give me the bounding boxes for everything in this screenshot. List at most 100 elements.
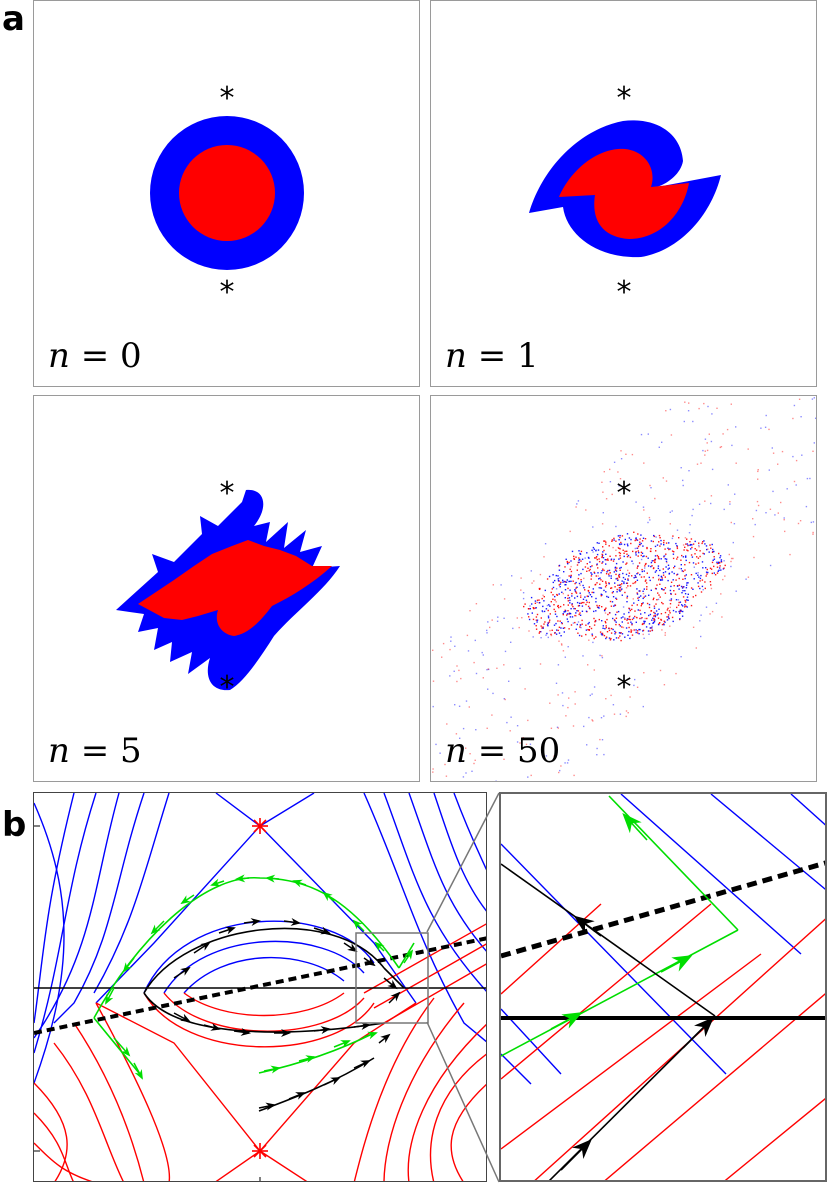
iteration-label: n = 1 (445, 336, 539, 376)
green-trajectory-arrow (105, 987, 115, 1005)
region-plot-n0 (150, 116, 304, 270)
map-panel-n1: * * n = 1 (430, 0, 817, 387)
region-plot-n1 (529, 120, 721, 258)
fixed-point-bottom (252, 1143, 268, 1159)
stable-manifold-curve (34, 793, 120, 1039)
inner-region (559, 148, 689, 239)
region-plot-n50 (432, 397, 816, 781)
black-trajectory-arrow (388, 991, 401, 1004)
black-trajectory (143, 927, 385, 994)
unstable-manifold-curve (383, 963, 486, 1024)
green-trajectory-arrow (292, 879, 307, 888)
fixed-point-top (252, 818, 268, 834)
green-trajectory-arrow (265, 874, 280, 883)
fixed-point-bottom-marker: * (616, 670, 632, 705)
stable-manifold-curve (93, 793, 170, 994)
green-trajectory-arrow (403, 949, 414, 964)
iteration-label: n = 50 (445, 731, 561, 771)
unstable-manifold-curve (363, 923, 486, 994)
black-trajectory-arrow (203, 1023, 221, 1031)
iteration-label: n = 5 (48, 731, 142, 771)
iteration-label: n = 0 (48, 336, 142, 376)
panel-b-label: b (2, 805, 27, 845)
map-panel-n50: * * n = 50 (430, 395, 817, 782)
zoom-box (355, 932, 429, 1024)
stable-manifold-curve (453, 793, 486, 871)
black-trajectory (383, 967, 405, 989)
unstable-manifold-curve (34, 1082, 68, 1181)
black-trajectory-arrow (573, 915, 602, 937)
black-trajectory-arrow (173, 966, 191, 979)
green-trajectory-arrow (550, 1012, 583, 1030)
stable-manifold-curve (363, 793, 486, 1043)
green-trajectory-segment (501, 929, 739, 1057)
phase-portrait-panel (33, 792, 487, 1182)
inner-region (138, 540, 332, 636)
unstable-manifold-curve (259, 1150, 308, 1181)
green-trajectory-arrow (363, 1031, 378, 1040)
green-trajectory-arrow (622, 813, 648, 841)
green-trajectory-arrow (374, 941, 385, 952)
unstable-manifold-curve (53, 1042, 124, 1181)
unstable-manifold-curve (143, 992, 375, 1048)
green-trajectory-arrow (322, 891, 335, 902)
unstable-manifold-curve (383, 1002, 465, 1181)
stable-manifold-curve (259, 825, 417, 1004)
fixed-point-top-marker: * (616, 81, 632, 116)
black-trajectory-arrow (383, 977, 398, 990)
green-trajectory-arrow (263, 1065, 281, 1074)
unstable-manifold-curve (73, 1022, 145, 1181)
black-trajectory-arrow (313, 926, 331, 935)
fixed-point-top-marker: * (219, 81, 235, 116)
stable-manifold-curve (34, 793, 75, 1024)
green-trajectory-arrow (298, 1055, 316, 1063)
green-trajectory-arrow (133, 1062, 143, 1080)
inner-region (179, 145, 275, 241)
green-trajectory (93, 1017, 140, 1074)
unstable-manifold-curve (34, 1112, 74, 1181)
green-trajectory-arrow (210, 878, 225, 887)
region-plot-n5 (116, 489, 340, 691)
green-trajectory-arrow (235, 874, 250, 883)
map-panel-n0: * * n = 0 (33, 0, 420, 387)
black-trajectory-arrow (323, 1077, 341, 1086)
green-trajectory-arrow (333, 1040, 351, 1048)
black-trajectory-arrow (560, 1139, 592, 1171)
green-trajectory-arrow (660, 955, 693, 973)
black-trajectory-arrow (233, 1027, 251, 1036)
black-trajectory-arrow (363, 957, 376, 967)
green-trajectory-segment (608, 795, 739, 931)
stable-manifold-curve (433, 793, 486, 912)
panel-a-label: a (2, 0, 25, 39)
black-trajectory-arrow (243, 918, 261, 927)
fixed-point-top-marker: * (219, 476, 235, 511)
black-trajectory-arrow (218, 926, 236, 935)
green-trajectory (93, 877, 400, 1019)
unstable-manifold-curve (95, 1002, 261, 1152)
unstable-manifold-curve (183, 992, 345, 1017)
scatter-points (432, 397, 816, 781)
green-trajectory-arrow (150, 920, 165, 935)
unstable-manifold-curve (95, 1002, 171, 1181)
stable-manifold-curve (383, 793, 486, 992)
phase-portrait-plot (34, 793, 486, 1181)
black-trajectory-arrow (313, 1026, 331, 1035)
unstable-manifold-curve (407, 1023, 486, 1181)
green-trajectory-arrow (113, 1037, 131, 1057)
black-trajectory-arrow (173, 1012, 191, 1022)
green-trajectory-arrow (122, 957, 135, 973)
map-panel-n5: * * n = 5 (33, 395, 420, 782)
black-trajectory-arrow (378, 1033, 391, 1044)
fixed-point-bottom-marker: * (616, 275, 632, 310)
fixed-point-bottom-marker: * (219, 670, 235, 705)
black-trajectory-segment (501, 863, 716, 1017)
black-trajectory-arrow (343, 942, 358, 953)
dashed-separatrix-line (501, 860, 825, 959)
stable-manifold-curve (408, 793, 486, 952)
unstable-manifold-curve (34, 1142, 93, 1181)
stable-manifold-curve (34, 793, 97, 1054)
unstable-manifold-curve (215, 1150, 261, 1181)
black-trajectory (143, 992, 385, 1033)
green-trajectory-arrow (180, 894, 195, 905)
